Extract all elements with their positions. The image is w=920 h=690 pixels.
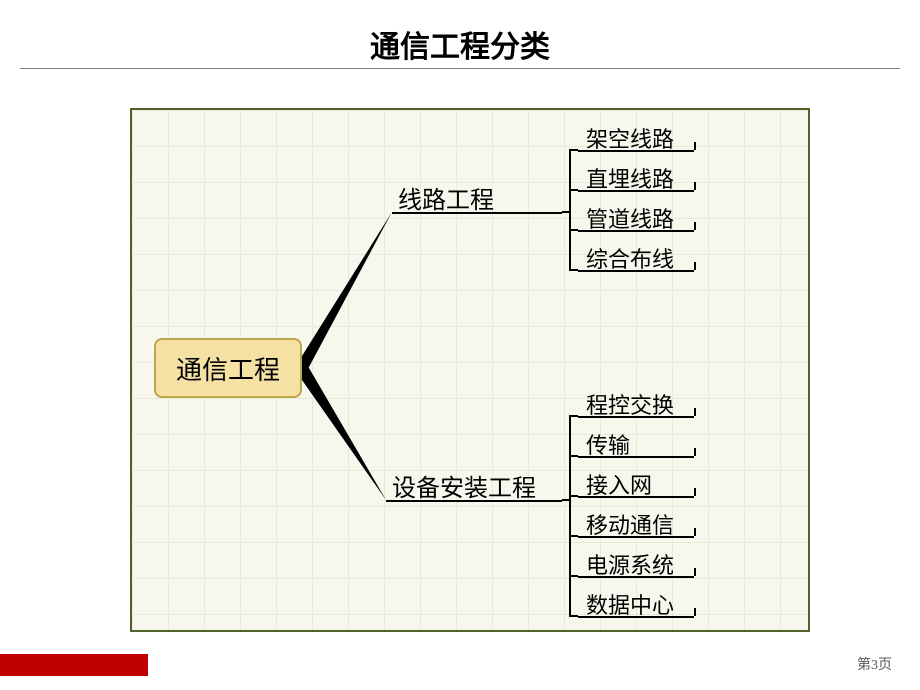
title-underline [20,68,900,69]
slide-title: 通信工程分类 [0,22,920,66]
slide-root: 通信工程分类 通信工程 线路工程架空线路直埋线路管道线路综合布线设备安装工程程控… [0,0,920,690]
page-number: 第3页 [857,654,892,674]
branch-underline-equip_eng [386,500,562,502]
leaf-underline-equip_eng-1 [578,456,694,458]
leaf-tick-equip_eng-0 [694,408,696,416]
leaf-underline-line_eng-0 [578,150,694,152]
leaf-tick-line_eng-0 [694,142,696,150]
leaf-tick-line_eng-3 [694,262,696,270]
leaf-tick-equip_eng-4 [694,568,696,576]
leaf-underline-equip_eng-3 [578,536,694,538]
branch-underline-line_eng [392,212,562,214]
leaf-tick-line_eng-1 [694,182,696,190]
root-node: 通信工程 [154,338,302,398]
leaf-underline-line_eng-3 [578,270,694,272]
leaf-tick-equip_eng-1 [694,448,696,456]
root-label: 通信工程 [176,350,280,387]
branch-label-equip_eng: 设备安装工程 [392,468,536,503]
leaf-underline-equip_eng-4 [578,576,694,578]
leaf-tick-equip_eng-3 [694,528,696,536]
leaf-underline-equip_eng-2 [578,496,694,498]
leaf-tick-line_eng-2 [694,222,696,230]
footer-red-bar [0,654,148,676]
leaf-tick-equip_eng-2 [694,488,696,496]
branch-label-line_eng: 线路工程 [398,180,494,215]
leaf-underline-equip_eng-0 [578,416,694,418]
leaf-underline-line_eng-2 [578,230,694,232]
diagram-frame: 通信工程 线路工程架空线路直埋线路管道线路综合布线设备安装工程程控交换传输接入网… [130,108,810,632]
leaf-tick-equip_eng-5 [694,608,696,616]
leaf-underline-equip_eng-5 [578,616,694,618]
leaf-underline-line_eng-1 [578,190,694,192]
